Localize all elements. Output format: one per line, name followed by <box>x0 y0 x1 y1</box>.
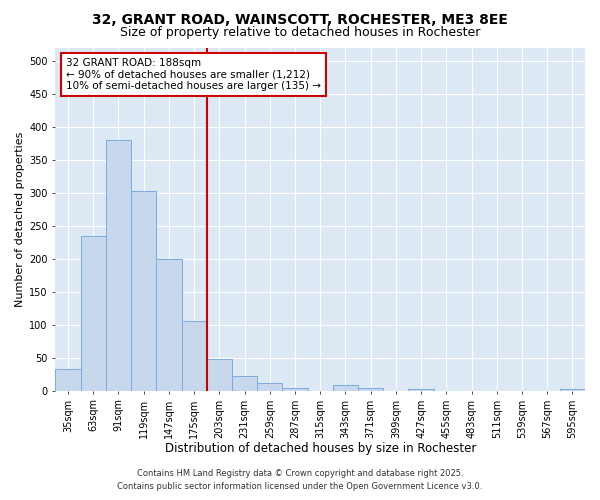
Bar <box>358 388 383 391</box>
Bar <box>106 140 131 391</box>
Bar <box>409 390 434 391</box>
Bar <box>55 369 80 391</box>
Text: Size of property relative to detached houses in Rochester: Size of property relative to detached ho… <box>120 26 480 39</box>
Text: Contains HM Land Registry data © Crown copyright and database right 2025.
Contai: Contains HM Land Registry data © Crown c… <box>118 470 482 491</box>
Bar <box>333 385 358 391</box>
Bar <box>131 192 157 391</box>
Bar <box>207 359 232 391</box>
Text: 32, GRANT ROAD, WAINSCOTT, ROCHESTER, ME3 8EE: 32, GRANT ROAD, WAINSCOTT, ROCHESTER, ME… <box>92 12 508 26</box>
Bar <box>283 388 308 391</box>
Bar <box>560 389 585 391</box>
Bar <box>182 321 207 391</box>
Y-axis label: Number of detached properties: Number of detached properties <box>15 132 25 307</box>
Bar <box>257 383 283 391</box>
Text: 32 GRANT ROAD: 188sqm
← 90% of detached houses are smaller (1,212)
10% of semi-d: 32 GRANT ROAD: 188sqm ← 90% of detached … <box>66 58 321 91</box>
Bar <box>232 376 257 391</box>
Bar <box>157 259 182 391</box>
Bar <box>80 236 106 391</box>
X-axis label: Distribution of detached houses by size in Rochester: Distribution of detached houses by size … <box>164 442 476 455</box>
